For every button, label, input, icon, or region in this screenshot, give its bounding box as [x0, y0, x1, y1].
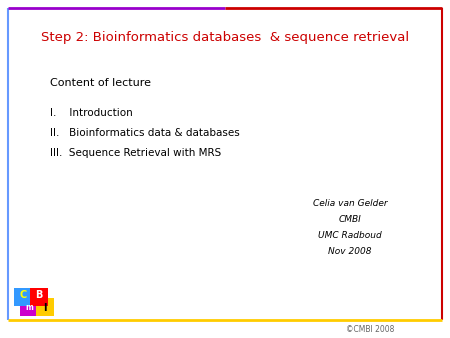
- FancyBboxPatch shape: [14, 288, 32, 306]
- FancyBboxPatch shape: [36, 298, 54, 316]
- Text: UMC Radboud: UMC Radboud: [318, 231, 382, 240]
- Text: B: B: [35, 290, 43, 300]
- Text: ©CMBI 2008: ©CMBI 2008: [346, 325, 394, 335]
- Text: Celia van Gelder: Celia van Gelder: [313, 198, 387, 208]
- Text: Nov 2008: Nov 2008: [328, 246, 372, 256]
- Text: III.  Sequence Retrieval with MRS: III. Sequence Retrieval with MRS: [50, 148, 221, 158]
- Text: m: m: [25, 304, 33, 312]
- Text: I: I: [43, 303, 47, 313]
- Text: Content of lecture: Content of lecture: [50, 78, 151, 88]
- FancyBboxPatch shape: [20, 298, 38, 316]
- Text: Step 2: Bioinformatics databases  & sequence retrieval: Step 2: Bioinformatics databases & seque…: [41, 31, 409, 45]
- Text: II.   Bioinformatics data & databases: II. Bioinformatics data & databases: [50, 128, 240, 138]
- FancyBboxPatch shape: [30, 288, 48, 306]
- Text: C: C: [19, 290, 27, 300]
- Text: CMBI: CMBI: [338, 215, 361, 223]
- Text: I.    Introduction: I. Introduction: [50, 108, 133, 118]
